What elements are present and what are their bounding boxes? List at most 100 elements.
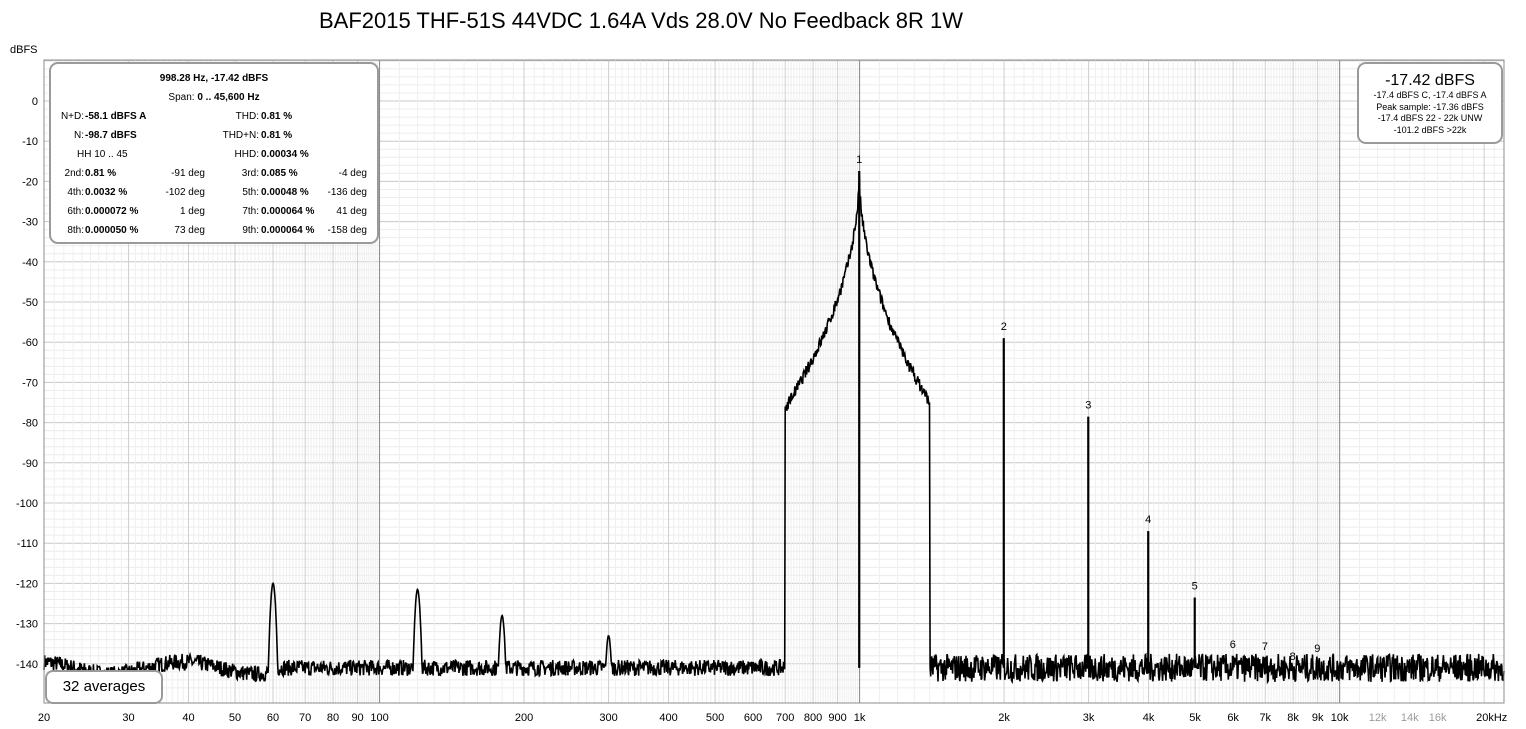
x-tick-label: 800	[804, 712, 822, 724]
thdn-value: 0.81 %	[261, 130, 293, 141]
y-tick-label: -80	[22, 418, 38, 430]
harmonic-label: 9th:	[242, 225, 259, 236]
thd-info-panel: 998.28 Hz, -17.42 dBFS Span: 0 .. 45,600…	[49, 62, 379, 244]
harmonic-phase: -4 deg	[338, 168, 367, 179]
harmonic-value: 0.000050 %	[85, 225, 139, 236]
x-tick-label: 12k	[1369, 712, 1387, 724]
x-tick-label: 1k	[854, 712, 866, 724]
y-tick-label: -10	[22, 136, 38, 148]
harmonic-value: 0.00048 %	[261, 187, 309, 198]
harmonic-value: 0.085 %	[261, 168, 298, 179]
x-tick-label: 300	[599, 712, 617, 724]
harmonic-value: 0.000064 %	[261, 206, 315, 217]
n-value: -98.7 dBFS	[85, 130, 137, 141]
harmonic-label: 8	[1290, 651, 1296, 663]
x-tick-label: 8k	[1287, 712, 1299, 724]
x-tick-label: 60	[267, 712, 279, 724]
x-tick-label: 900	[828, 712, 846, 724]
x-tick-label: 14k	[1401, 712, 1419, 724]
y-tick-label: -60	[22, 337, 38, 349]
chart-title: BAF2015 THF-51S 44VDC 1.64A Vds 28.0V No…	[318, 8, 964, 33]
harmonic-value: 0.0032 %	[85, 187, 128, 198]
x-tick-label: 200	[515, 712, 533, 724]
x-tick-label: 10k	[1331, 712, 1349, 724]
x-tick-label: 40	[182, 712, 194, 724]
y-tick-label: -20	[22, 176, 38, 188]
y-tick-label: -40	[22, 257, 38, 269]
level-panel: -17.42 dBFS -17.4 dBFS C, -17.4 dBFS A P…	[1357, 62, 1503, 144]
harmonic-label: 3	[1085, 400, 1091, 412]
y-tick-label: -130	[16, 619, 38, 631]
y-tick-label: -120	[16, 578, 38, 590]
level-peak-sample: Peak sample: -17.36 dBFS	[1376, 101, 1484, 112]
y-tick-label: -90	[22, 458, 38, 470]
y-tick-label: -100	[16, 498, 38, 510]
x-tick-label: 50	[229, 712, 241, 724]
x-tick-label: 100	[370, 712, 388, 724]
harmonic-phase: -158 deg	[327, 225, 367, 236]
harmonic-label: 8th:	[67, 225, 84, 236]
span-readout: Span: 0 .. 45,600 Hz	[51, 92, 377, 103]
plot-frame	[43, 59, 1505, 704]
harmonic-value: 0.000072 %	[85, 206, 139, 217]
x-tick-label: 90	[351, 712, 363, 724]
hh-label: HH 10 .. 45	[77, 149, 128, 160]
level-above-22k: -101.2 dBFS >22k	[1393, 124, 1467, 135]
y-tick-label: -50	[22, 297, 38, 309]
y-tick-label: 0	[32, 96, 38, 108]
thd-value: 0.81 %	[261, 111, 293, 122]
harmonic-phase: -91 deg	[171, 168, 205, 179]
span-label: Span:	[168, 92, 195, 103]
harmonic-label: 6th:	[67, 206, 84, 217]
harmonic-phase: 41 deg	[336, 206, 367, 217]
x-tick-label: 70	[299, 712, 311, 724]
level-weighted: -17.4 dBFS C, -17.4 dBFS A	[1373, 90, 1487, 100]
thdn-label: THD+N:	[222, 130, 259, 141]
x-tick-label: 3k	[1083, 712, 1095, 724]
harmonic-phase: 73 deg	[174, 225, 205, 236]
x-tick-label: 20kHz	[1476, 712, 1507, 724]
hhd-label: HHD:	[234, 149, 259, 160]
x-tick-label: 30	[122, 712, 134, 724]
n-label: N:	[74, 130, 84, 141]
harmonic-value: 0.81 %	[85, 168, 117, 179]
y-tick-label: -70	[22, 377, 38, 389]
harmonic-value: 0.000064 %	[261, 225, 315, 236]
harmonic-label: 5	[1192, 580, 1198, 592]
x-tick-label: 9k	[1312, 712, 1324, 724]
hhd-value: 0.00034 %	[261, 149, 309, 160]
x-tick-label: 400	[659, 712, 677, 724]
harmonic-label: 3rd:	[241, 168, 259, 179]
x-tick-label: 700	[776, 712, 794, 724]
harmonic-phase: 1 deg	[179, 206, 205, 217]
y-tick-label: -110	[17, 538, 38, 550]
thd-label: THD:	[235, 111, 259, 122]
harmonic-label: 2	[1001, 321, 1007, 333]
span-value: 0 .. 45,600 Hz	[197, 92, 260, 103]
averages-badge: 32 averages	[45, 670, 163, 704]
spectrum-trace	[43, 175, 1505, 685]
x-tick-label: 6k	[1227, 712, 1239, 724]
level-main: -17.42 dBFS	[1385, 72, 1475, 89]
harmonic-label: 9	[1314, 643, 1320, 655]
x-tick-label: 4k	[1143, 712, 1155, 724]
harmonic-label: 7	[1262, 641, 1268, 653]
x-tick-label: 20	[38, 712, 50, 724]
harmonic-label: 4	[1145, 514, 1151, 526]
harmonic-phase: -102 deg	[165, 187, 205, 198]
y-tick-label: -140	[16, 659, 38, 671]
nd-value: -58.1 dBFS A	[85, 111, 147, 122]
x-tick-label: 16k	[1429, 712, 1447, 724]
y-axis-unit: dBFS	[10, 44, 38, 56]
harmonic-label: 2nd:	[64, 168, 84, 179]
y-tick-label: -30	[22, 217, 38, 229]
harmonic-phase: -136 deg	[327, 187, 367, 198]
x-tick-label: 600	[744, 712, 762, 724]
x-tick-label: 500	[706, 712, 724, 724]
x-tick-label: 2k	[998, 712, 1010, 724]
harmonic-label: 7th:	[242, 206, 259, 217]
x-tick-label: 80	[327, 712, 339, 724]
harmonic-label: 5th:	[242, 187, 259, 198]
harmonic-label: 6	[1230, 639, 1236, 651]
x-tick-label: 7k	[1259, 712, 1271, 724]
